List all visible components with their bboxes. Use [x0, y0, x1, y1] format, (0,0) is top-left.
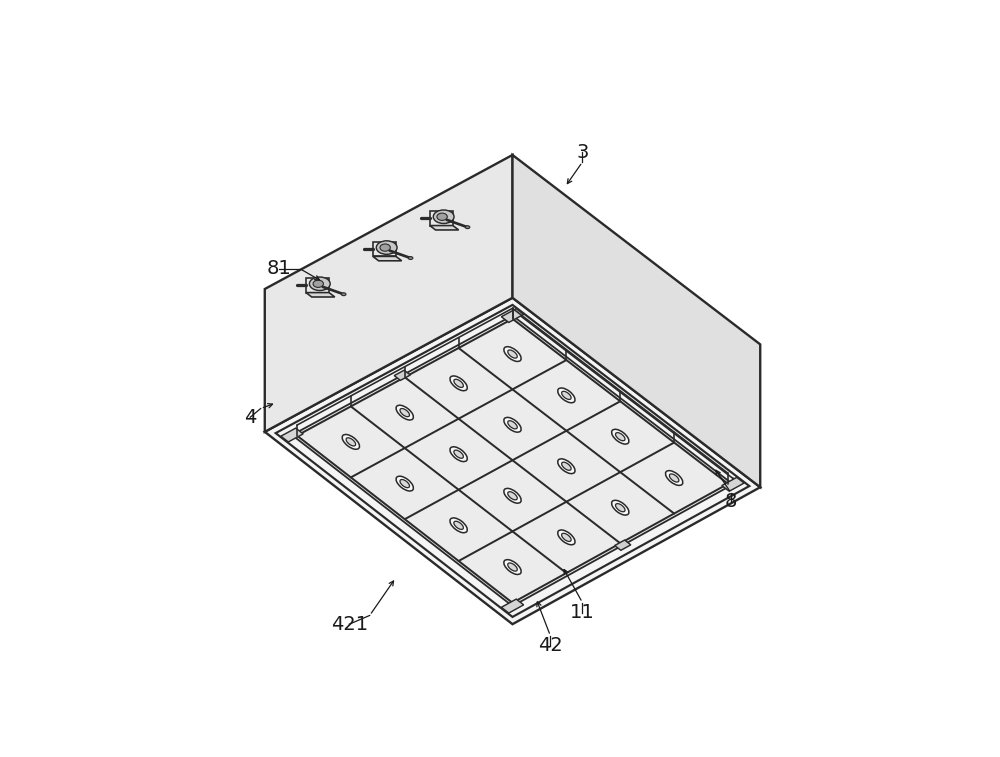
Ellipse shape: [454, 450, 463, 458]
Ellipse shape: [666, 471, 683, 485]
Ellipse shape: [342, 435, 360, 450]
Polygon shape: [373, 257, 402, 261]
Ellipse shape: [454, 522, 463, 529]
Polygon shape: [615, 540, 631, 550]
Polygon shape: [265, 298, 760, 625]
Ellipse shape: [508, 563, 517, 571]
Ellipse shape: [562, 391, 571, 400]
Ellipse shape: [408, 257, 413, 260]
Ellipse shape: [504, 417, 521, 432]
Polygon shape: [430, 226, 459, 230]
Polygon shape: [501, 309, 524, 322]
Text: 81: 81: [267, 259, 292, 278]
Ellipse shape: [376, 241, 397, 254]
Ellipse shape: [396, 476, 413, 491]
Ellipse shape: [562, 533, 571, 541]
Ellipse shape: [309, 277, 330, 291]
Polygon shape: [281, 428, 303, 442]
Ellipse shape: [612, 500, 629, 515]
Ellipse shape: [346, 438, 356, 446]
Polygon shape: [265, 155, 512, 431]
Ellipse shape: [450, 376, 467, 391]
Polygon shape: [394, 370, 410, 380]
Ellipse shape: [508, 421, 517, 429]
Ellipse shape: [558, 459, 575, 474]
Text: 42: 42: [538, 636, 563, 656]
Ellipse shape: [669, 474, 679, 482]
Text: 4: 4: [244, 408, 256, 427]
Ellipse shape: [454, 379, 463, 388]
Ellipse shape: [558, 388, 575, 403]
Ellipse shape: [562, 463, 571, 470]
Polygon shape: [306, 278, 329, 293]
Ellipse shape: [341, 293, 346, 296]
Ellipse shape: [450, 518, 467, 533]
Text: 11: 11: [570, 603, 595, 622]
Polygon shape: [292, 316, 733, 606]
Polygon shape: [501, 599, 524, 613]
Ellipse shape: [313, 280, 323, 288]
Ellipse shape: [465, 226, 470, 229]
Text: 421: 421: [331, 615, 368, 634]
Ellipse shape: [504, 559, 521, 575]
Ellipse shape: [616, 503, 625, 512]
Ellipse shape: [400, 409, 409, 416]
Text: 8: 8: [725, 492, 737, 511]
Polygon shape: [306, 293, 335, 297]
Polygon shape: [373, 241, 396, 257]
Ellipse shape: [504, 488, 521, 503]
Ellipse shape: [400, 479, 410, 488]
Ellipse shape: [508, 350, 517, 358]
Ellipse shape: [450, 447, 467, 462]
Ellipse shape: [508, 492, 517, 500]
Ellipse shape: [437, 213, 447, 220]
Ellipse shape: [380, 244, 390, 251]
Polygon shape: [512, 155, 760, 488]
Ellipse shape: [612, 429, 629, 444]
Ellipse shape: [558, 530, 575, 545]
Ellipse shape: [504, 347, 521, 361]
Ellipse shape: [433, 210, 454, 223]
Polygon shape: [430, 211, 453, 226]
Text: 3: 3: [576, 142, 589, 161]
Ellipse shape: [396, 405, 413, 420]
Ellipse shape: [616, 432, 625, 441]
Polygon shape: [722, 478, 744, 491]
